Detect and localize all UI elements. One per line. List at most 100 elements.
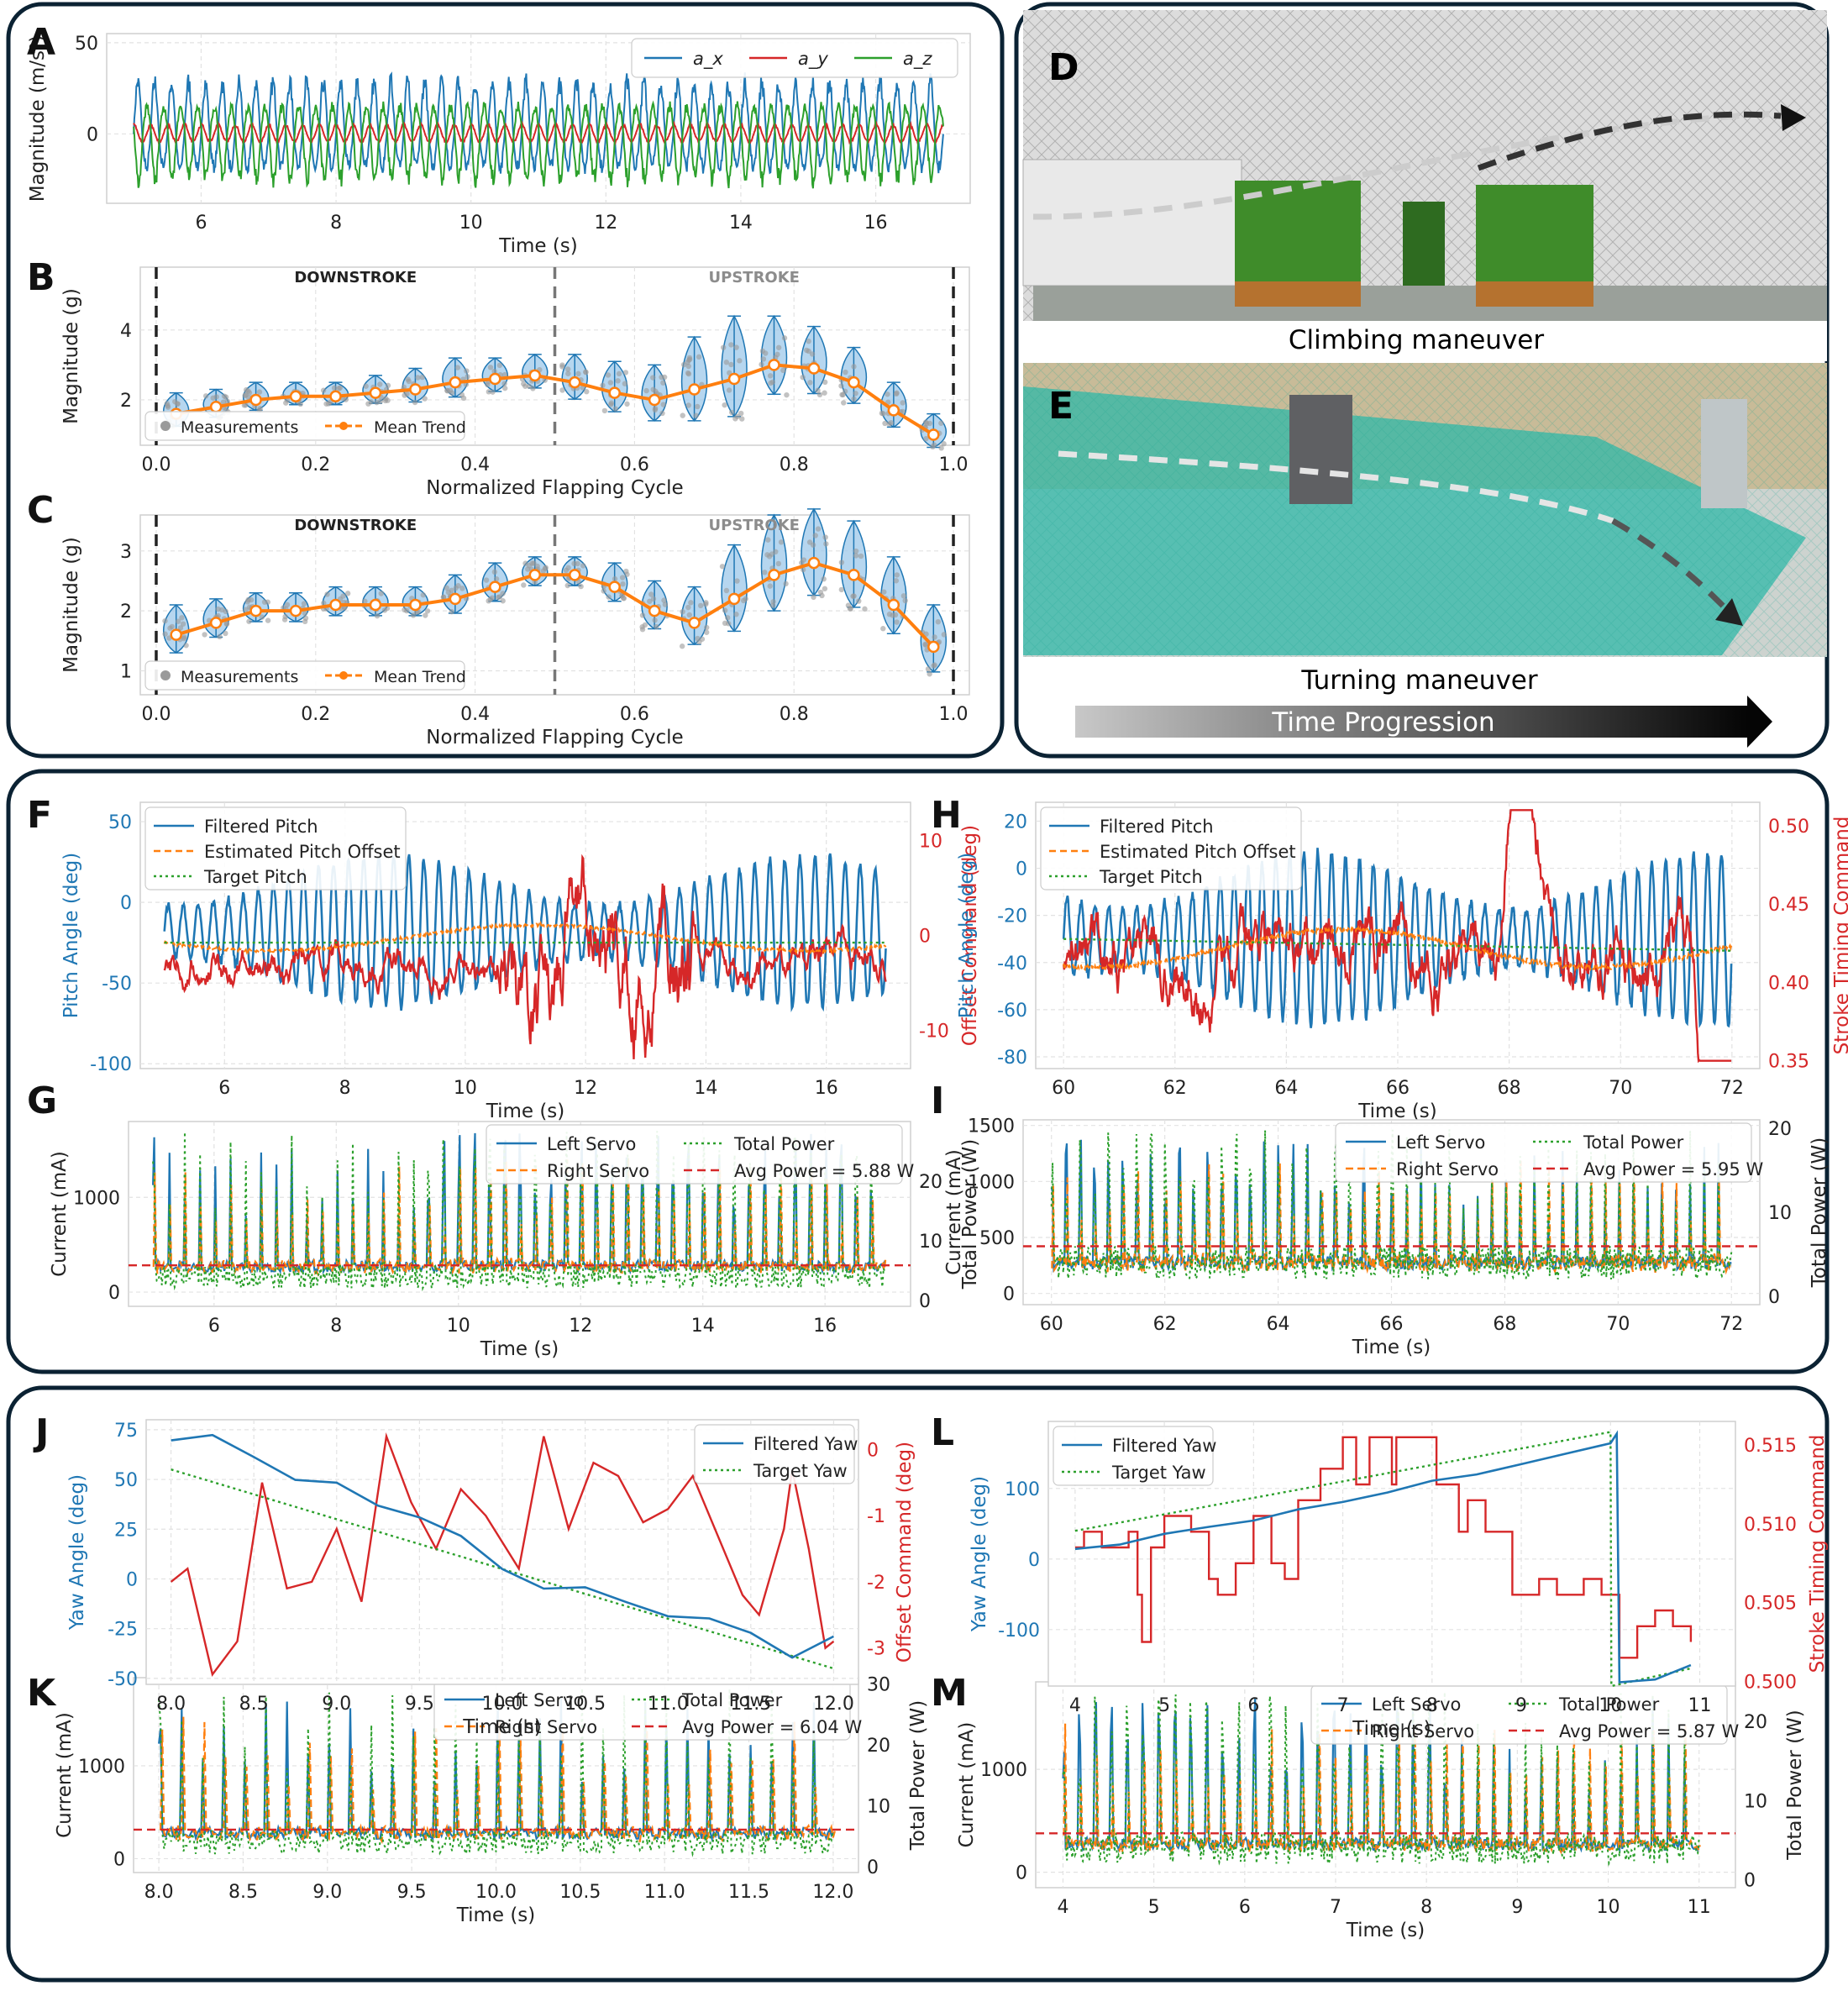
y-tick-label: -100	[998, 1621, 1040, 1642]
measurement-point	[775, 560, 782, 567]
measurement-point	[660, 402, 666, 407]
y-tick-label: 50	[75, 34, 98, 55]
y-tick-label: 0	[120, 893, 132, 914]
plot-B: 0.0 0.2 0.4 0.6 0.8 1.0 2 4 DOWNSTROKE UPSTROKE Me…	[60, 267, 969, 499]
panel-g-letter: G	[27, 1080, 57, 1122]
measurement-point	[167, 625, 173, 631]
measurement-point	[363, 383, 369, 389]
measurement-point	[817, 589, 824, 596]
measurement-point	[449, 608, 454, 615]
measurement-point	[324, 591, 330, 597]
x-tick-label: 10	[447, 1316, 470, 1337]
x-tick-label: 16	[813, 1316, 837, 1337]
y-tick-label-right: 0	[867, 1857, 879, 1878]
x-tick-label: 14	[729, 213, 753, 234]
x-tick-label: 6	[1239, 1897, 1251, 1918]
measurement-point	[923, 436, 929, 442]
y-tick-label-right: 20	[1744, 1712, 1767, 1733]
measurement-point	[838, 586, 845, 593]
measurement-point	[486, 389, 492, 395]
measurement-point	[444, 388, 450, 394]
measurement-point	[639, 627, 646, 633]
measurement-point	[925, 666, 932, 672]
y-axis-label-right: Total Power (W)	[907, 1700, 929, 1852]
x-tick-label: 10	[1599, 1695, 1622, 1716]
measurement-point	[607, 380, 614, 386]
x-tick-label: 5	[1158, 1695, 1170, 1716]
photo-d	[1022, 10, 1827, 657]
measurement-point	[404, 391, 410, 397]
frame-fi	[6, 769, 1830, 1374]
series-total-power	[1050, 1129, 1733, 1282]
x-tick-label: 0.8	[780, 454, 809, 475]
measurement-point	[223, 394, 229, 400]
measurement-point	[601, 407, 608, 414]
measurement-point	[719, 564, 726, 570]
downstroke-label: DOWNSTROKE	[294, 269, 417, 286]
mean-trend-point	[768, 359, 780, 371]
plot-G: 6 8 10 12 14 16 1000 0 20 10 0 Left Servo Right Serv…	[49, 1122, 981, 1360]
measurement-point	[894, 619, 900, 625]
measurement-point	[575, 370, 581, 377]
plot-L: 4 5 6 7 8 9 10 11 100 0 -100 0.515 0.510 0.505 0.500 Fi…	[969, 1421, 1829, 1740]
legend-label: Total Power	[1558, 1694, 1660, 1715]
measurement-point	[733, 344, 739, 350]
measurement-point	[496, 362, 503, 369]
x-tick-label: 9.5	[397, 1882, 427, 1903]
x-tick-label: 0.4	[460, 454, 490, 475]
measurement-point	[619, 575, 626, 580]
x-tick-label: 8.0	[144, 1882, 174, 1903]
measurement-point	[564, 582, 570, 589]
measurement-point	[695, 403, 701, 410]
measurement-point	[775, 344, 782, 350]
y-tick-label: 1500	[968, 1116, 1015, 1137]
y-tick-label: 0	[1028, 1550, 1040, 1571]
x-axis-label: Time (s)	[456, 1904, 536, 1926]
legend-label: Left Servo	[1396, 1132, 1485, 1153]
x-tick-label: 0.2	[301, 704, 330, 725]
mean-trend-point	[409, 598, 422, 612]
measurement-point	[526, 383, 532, 389]
y-tick-label: -60	[997, 1001, 1027, 1022]
measurement-point	[780, 367, 786, 374]
measurement-point	[853, 548, 859, 554]
measurement-point	[734, 413, 741, 420]
mean-trend-point	[449, 376, 462, 389]
y-tick-label-right: -2	[867, 1573, 885, 1594]
series-right-servo	[160, 1716, 836, 1845]
x-tick-label: 9	[1511, 1897, 1523, 1918]
measurement-point	[624, 401, 630, 407]
measurement-point	[815, 387, 821, 393]
legend-marker	[160, 670, 171, 680]
legend-label: Left Servo	[495, 1690, 584, 1710]
frame-abc	[6, 2, 1005, 759]
x-tick-label: 8.0	[156, 1694, 186, 1715]
measurement-point	[807, 380, 813, 386]
measurement-point	[894, 390, 900, 396]
mean-trend-point	[608, 386, 621, 399]
measurement-point	[685, 363, 691, 370]
measurement-point	[882, 420, 888, 427]
measurement-point	[734, 578, 740, 584]
panel-k-letter: K	[27, 1672, 57, 1715]
measurement-point	[224, 398, 231, 405]
y-axis-label: Pitch Angle (deg)	[60, 853, 82, 1018]
x-tick-label: 12.0	[812, 1882, 853, 1903]
y-tick-label: 50	[114, 1470, 138, 1491]
measurement-point	[880, 626, 886, 632]
measurement-point	[183, 643, 189, 649]
measurement-point	[419, 374, 425, 381]
measurement-point	[605, 372, 612, 378]
y-axis-label: Magnitude (m/s²)	[27, 35, 49, 202]
series-stroke-timing	[1074, 1436, 1693, 1659]
x-axis-label: Time (s)	[498, 235, 578, 257]
legend-label: Filtered Pitch	[1100, 817, 1214, 837]
legend-label: Right Servo	[1396, 1159, 1499, 1179]
y-tick-label: -50	[108, 1669, 138, 1690]
measurement-point	[223, 621, 230, 628]
measurement-point	[624, 571, 630, 577]
legend-label: a_y	[798, 49, 828, 70]
x-tick-label: 11.5	[730, 1694, 771, 1715]
series-estimated-pitch-offset	[163, 920, 887, 955]
x-tick-label: 6	[218, 1078, 230, 1099]
